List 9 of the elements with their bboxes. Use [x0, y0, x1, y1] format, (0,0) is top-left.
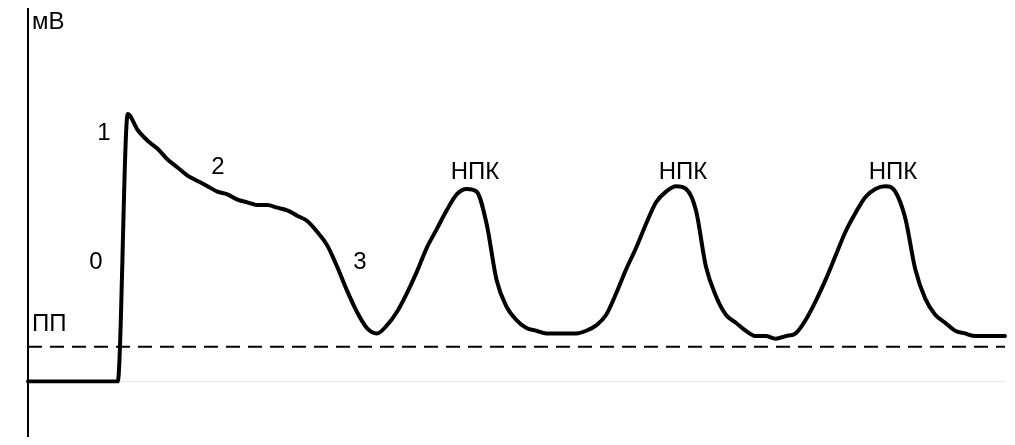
annotation: 0 [89, 246, 103, 274]
annotation: НПК [450, 156, 500, 184]
ref-line-label: ПП [32, 309, 67, 337]
annotation: НПК [868, 156, 918, 184]
y-axis-title: мВ [32, 6, 65, 34]
annotation: НПК [658, 156, 708, 184]
annotation: 1 [97, 117, 111, 145]
annotation: 3 [353, 246, 367, 274]
annotation: 2 [211, 151, 225, 179]
